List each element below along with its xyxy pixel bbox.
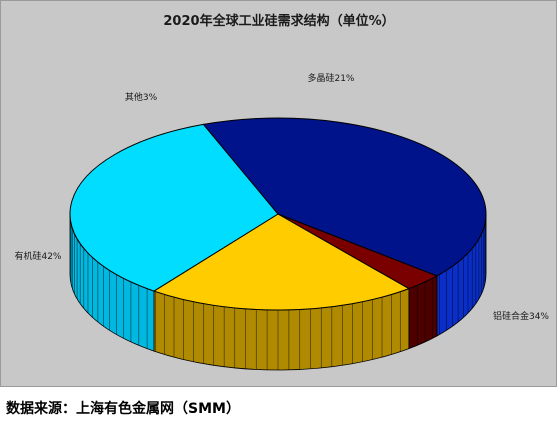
- slice-label-多晶硅: 多晶硅21%: [307, 72, 354, 84]
- chart-title: 2020年全球工业硅需求结构（单位%）: [163, 13, 394, 29]
- pie-slice-多晶硅: [152, 213, 411, 311]
- pie-slice-铝硅合金: [69, 123, 279, 292]
- source-note: 数据来源：上海有色金属网（SMM）: [6, 401, 240, 417]
- pie-side-0: [153, 288, 410, 371]
- pie-sides: [69, 213, 487, 371]
- pie-side-2: [436, 213, 487, 337]
- pie-chart: 2020年全球工业硅需求结构（单位%） 多晶硅21% 铝硅合金34% 有机硅42% 其…: [14, 13, 549, 371]
- pie-tops: [69, 117, 487, 311]
- slice-label-铝硅合金: 铝硅合金34%: [493, 310, 549, 322]
- slice-label-其他: 其他3%: [125, 91, 158, 103]
- pie-slice-其他: [277, 213, 439, 290]
- pie-labels: 多晶硅21% 铝硅合金34% 有机硅42% 其他3%: [14, 72, 549, 322]
- chart-area: 2020年全球工业硅需求结构（单位%） 多晶硅21% 铝硅合金34% 有机硅42% 其…: [0, 0, 557, 387]
- pie-slice-有机硅: [202, 117, 487, 277]
- slice-label-有机硅: 有机硅42%: [14, 250, 61, 262]
